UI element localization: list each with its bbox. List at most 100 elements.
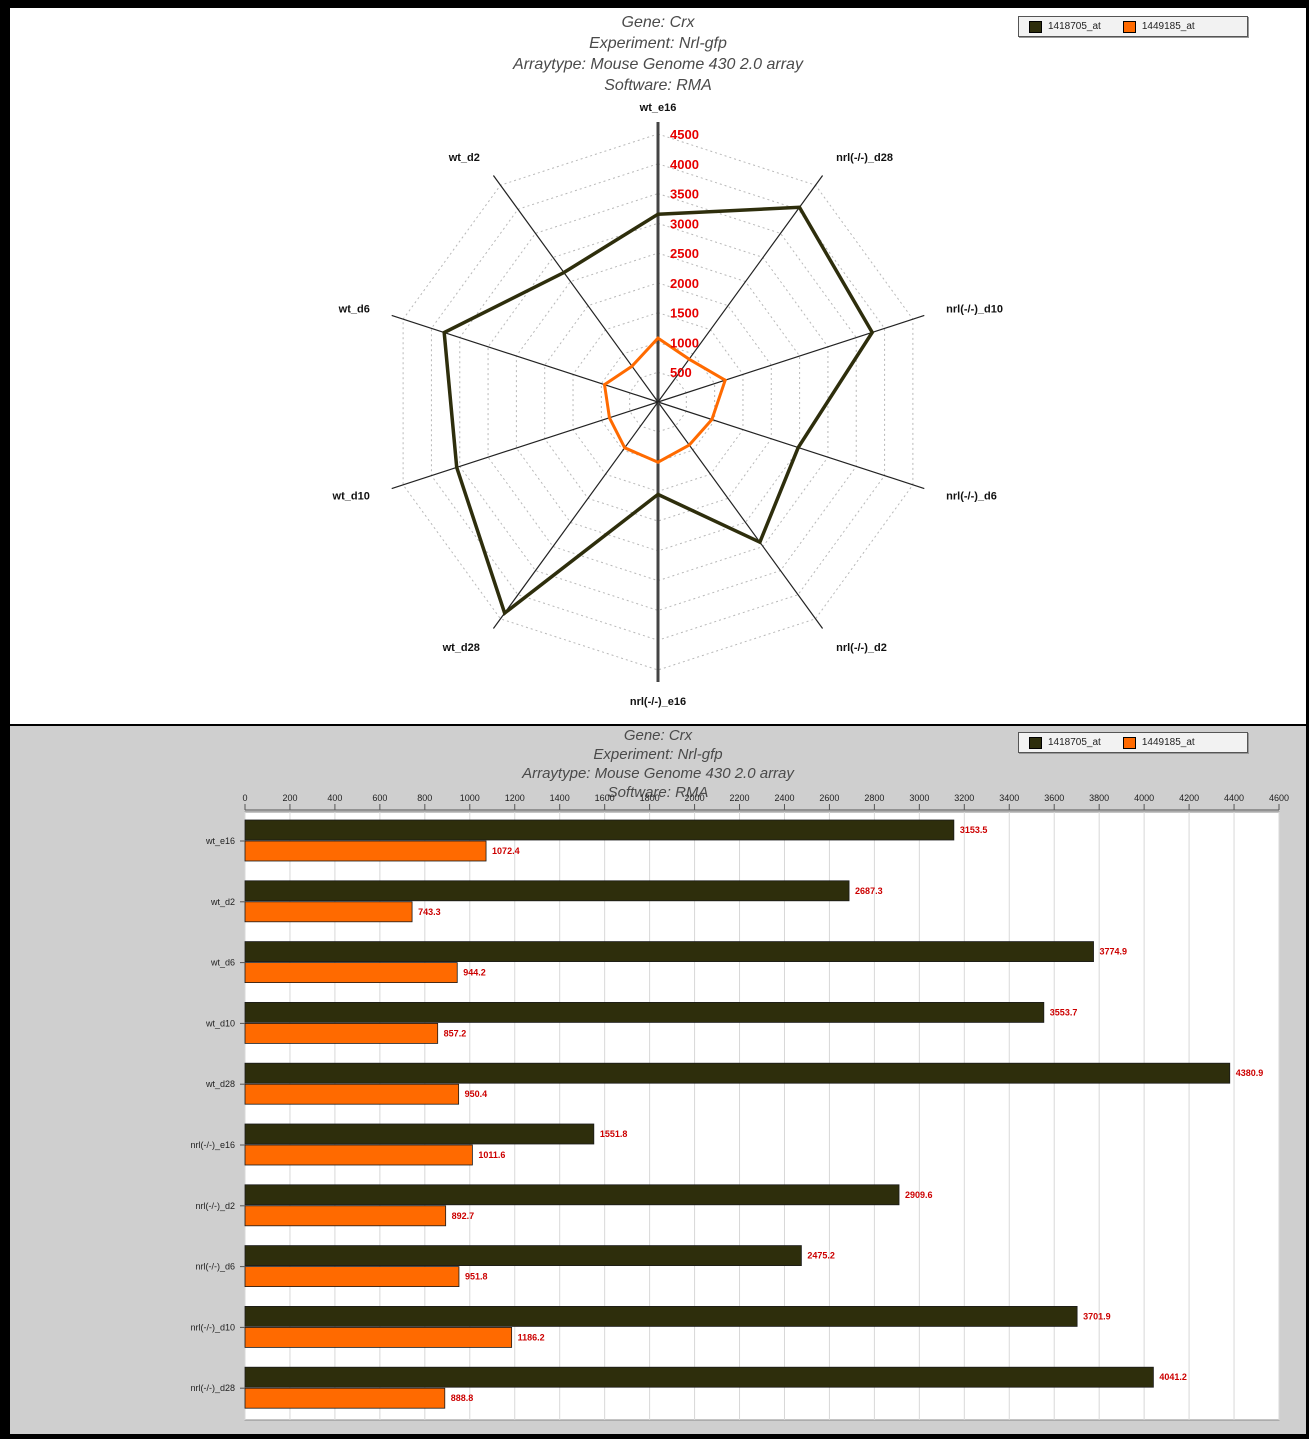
bar-series-1-bar bbox=[244, 1366, 1154, 1388]
bar-x-tick-label: 400 bbox=[327, 793, 342, 803]
bar-series-1-bar bbox=[244, 1062, 1231, 1084]
bar-x-tick-label: 1800 bbox=[640, 793, 660, 803]
radar-grid-ring bbox=[402, 133, 914, 671]
radar-legend: 1418705_at 1449185_at bbox=[1018, 16, 1248, 37]
bar-x-tick-label: 3200 bbox=[954, 793, 974, 803]
bar-value-label: 1011.6 bbox=[478, 1150, 505, 1160]
radar-series-2-point bbox=[656, 460, 660, 464]
bar-category-label: wt_d6 bbox=[210, 958, 235, 968]
bar-series-1-bar bbox=[244, 1306, 1078, 1327]
bar-x-tick-label: 4200 bbox=[1179, 793, 1199, 803]
radar-series-2-point bbox=[603, 383, 607, 387]
radar-series-1-point bbox=[455, 465, 459, 469]
bar-value-label: 951.8 bbox=[465, 1272, 488, 1282]
radar-series-2-point bbox=[630, 364, 634, 368]
bar-value-label: 888.8 bbox=[451, 1393, 474, 1403]
radar-series-2-point bbox=[723, 378, 727, 382]
radar-radial-tick-label: 500 bbox=[670, 365, 692, 380]
radar-series-2-point bbox=[687, 443, 691, 447]
radar-series-1-point bbox=[656, 212, 660, 216]
radar-radial-tick-label: 4000 bbox=[670, 157, 699, 172]
radar-chart-panel: Gene: Crx Experiment: Nrl-gfp Arraytype:… bbox=[10, 8, 1306, 724]
bar-x-tick-label: 2600 bbox=[819, 793, 839, 803]
bar-x-tick-label: 3400 bbox=[999, 793, 1019, 803]
bar-value-label: 4041.2 bbox=[1159, 1372, 1187, 1382]
bar-value-label: 2909.6 bbox=[905, 1190, 933, 1200]
bar-series-2-bar bbox=[244, 840, 487, 862]
radar-title-gene: Gene: Crx bbox=[621, 14, 695, 31]
radar-series-1-point bbox=[442, 331, 446, 335]
bar-x-tick-label: 2000 bbox=[685, 793, 705, 803]
radar-title-experiment: Experiment: Nrl-gfp bbox=[589, 35, 727, 52]
bar-x-tick-label: 0 bbox=[242, 793, 247, 803]
radar-grid-ring bbox=[600, 341, 716, 463]
bar-value-label: 1186.2 bbox=[518, 1332, 545, 1342]
bar-chart-panel: Gene: Crx Experiment: Nrl-gfp Arraytype:… bbox=[10, 726, 1306, 1434]
bar-series-2-bar bbox=[244, 1022, 439, 1044]
radar-radial-tick-label: 1000 bbox=[670, 335, 699, 350]
radar-axis-label: wt_d2 bbox=[448, 152, 480, 164]
bar-plot: 0 200 400 600 800 1000 1200 1400 1600 1800 2000 220… bbox=[190, 793, 1289, 1421]
radar-axis-spoke bbox=[657, 401, 925, 490]
bar-category-label: wt_d2 bbox=[210, 897, 235, 907]
bar-series-2-bar bbox=[244, 1266, 460, 1287]
radar-axis-spoke bbox=[657, 314, 925, 403]
bar-series-1-bar bbox=[244, 1001, 1045, 1023]
bar-category-label: nrl(-/-)_e16 bbox=[190, 1140, 235, 1150]
bar-value-label: 950.4 bbox=[465, 1089, 488, 1099]
bar-series-2-bar bbox=[244, 1083, 460, 1105]
bar-x-tick-label: 1400 bbox=[550, 793, 570, 803]
radar-series-2-point bbox=[656, 336, 660, 340]
radar-plot: 500 1000 1500 2000 2500 3000 3500 4000 4500 wt_e1… bbox=[332, 102, 1003, 708]
bar-series-1-bar bbox=[244, 819, 955, 841]
radar-axis-spoke bbox=[657, 175, 824, 403]
bar-title-gene: Gene: Crx bbox=[623, 727, 693, 744]
bar-title-software: Software: RMA bbox=[607, 784, 709, 801]
bar-x-tick-label: 200 bbox=[282, 793, 297, 803]
bar-category-label: nrl(-/-)_d28 bbox=[190, 1383, 235, 1393]
radar-axis-spoke bbox=[492, 401, 659, 629]
radar-axis-label: nrl(-/-)_d6 bbox=[946, 491, 997, 503]
bar-value-label: 743.3 bbox=[418, 907, 441, 917]
bar-value-label: 857.2 bbox=[444, 1028, 467, 1038]
radar-series-2-point bbox=[687, 357, 691, 361]
bar-value-label: 944.2 bbox=[463, 968, 486, 978]
radar-title-arraytype: Arraytype: Mouse Genome 430 2.0 array bbox=[513, 56, 803, 73]
radar-series-2-point bbox=[607, 416, 611, 420]
bar-x-tick-label: 1000 bbox=[460, 793, 480, 803]
radar-series-1-point bbox=[503, 611, 507, 615]
radar-radial-tick-label: 3500 bbox=[670, 187, 699, 202]
radar-series-1-point bbox=[796, 446, 800, 450]
radar-legend-series-1: 1418705_at bbox=[1048, 21, 1101, 32]
bar-series-2-bar bbox=[244, 1205, 447, 1227]
bar-value-label: 3774.9 bbox=[1100, 947, 1128, 957]
bar-x-tick-label: 600 bbox=[372, 793, 387, 803]
bar-category-label: nrl(-/-)_d6 bbox=[195, 1262, 235, 1272]
radar-series-2-point bbox=[623, 446, 627, 450]
radar-axis-label: nrl(-/-)_e16 bbox=[630, 696, 686, 708]
radar-axis-spoke bbox=[657, 401, 824, 629]
legend-swatch-orange bbox=[1122, 20, 1136, 33]
radar-axis-label: nrl(-/-)_d10 bbox=[946, 303, 1003, 315]
legend-swatch-dark bbox=[1029, 20, 1042, 33]
radar-series-1-point bbox=[797, 205, 801, 209]
radar-axis-label: wt_e16 bbox=[639, 102, 677, 114]
bar-value-label: 4380.9 bbox=[1236, 1068, 1264, 1078]
radar-axis-label: wt_d28 bbox=[442, 642, 480, 654]
bar-x-tick-label: 2400 bbox=[774, 793, 794, 803]
radar-legend-series-2: 1449185_at bbox=[1141, 21, 1195, 32]
radar-title-software: Software: RMA bbox=[604, 77, 712, 94]
bar-value-label: 1072.4 bbox=[492, 846, 520, 856]
bar-legend: 1418705_at 1449185_at bbox=[1018, 732, 1248, 753]
bar-value-label: 3701.9 bbox=[1083, 1311, 1111, 1321]
radar-axis-label: nrl(-/-)_d2 bbox=[836, 642, 887, 654]
bar-category-label: nrl(-/-)_d2 bbox=[195, 1201, 235, 1211]
bar-x-tick-label: 3000 bbox=[909, 793, 929, 803]
radar-radial-tick-label: 4500 bbox=[670, 127, 699, 142]
bar-value-label: 3553.7 bbox=[1050, 1007, 1078, 1017]
legend-swatch-orange bbox=[1122, 736, 1136, 749]
radar-series-1-point bbox=[870, 330, 874, 334]
radar-axis-spoke bbox=[391, 314, 659, 403]
radar-series-1-point bbox=[562, 271, 566, 275]
bar-x-tick-label: 3600 bbox=[1044, 793, 1064, 803]
